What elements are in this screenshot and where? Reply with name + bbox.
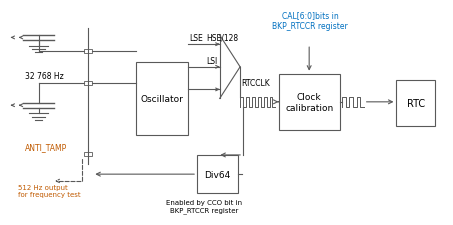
Text: Enabled by CCO bit in
BKP_RTCCR register: Enabled by CCO bit in BKP_RTCCR register <box>166 199 242 213</box>
Bar <box>84 81 92 85</box>
Text: LSI: LSI <box>206 56 217 65</box>
Text: CAL[6:0]bits in
BKP_RTCCR register: CAL[6:0]bits in BKP_RTCCR register <box>272 11 348 31</box>
Bar <box>197 155 238 194</box>
Bar <box>136 63 188 135</box>
Text: 32 768 Hz: 32 768 Hz <box>25 72 64 81</box>
Bar <box>84 50 92 54</box>
Text: RTCCLK: RTCCLK <box>241 79 270 88</box>
Text: RTC: RTC <box>406 99 425 108</box>
Text: 512 Hz output
for frequency test: 512 Hz output for frequency test <box>18 184 81 198</box>
Text: Clock
calibration: Clock calibration <box>285 93 333 112</box>
Text: HSE/128: HSE/128 <box>206 34 238 43</box>
Bar <box>84 152 92 156</box>
Bar <box>396 81 435 126</box>
Text: Oscillator: Oscillator <box>140 94 183 104</box>
Text: LSE: LSE <box>189 34 202 43</box>
Text: ANTI_TAMP: ANTI_TAMP <box>25 143 67 152</box>
Bar <box>279 74 340 130</box>
Text: Div64: Div64 <box>204 170 231 179</box>
